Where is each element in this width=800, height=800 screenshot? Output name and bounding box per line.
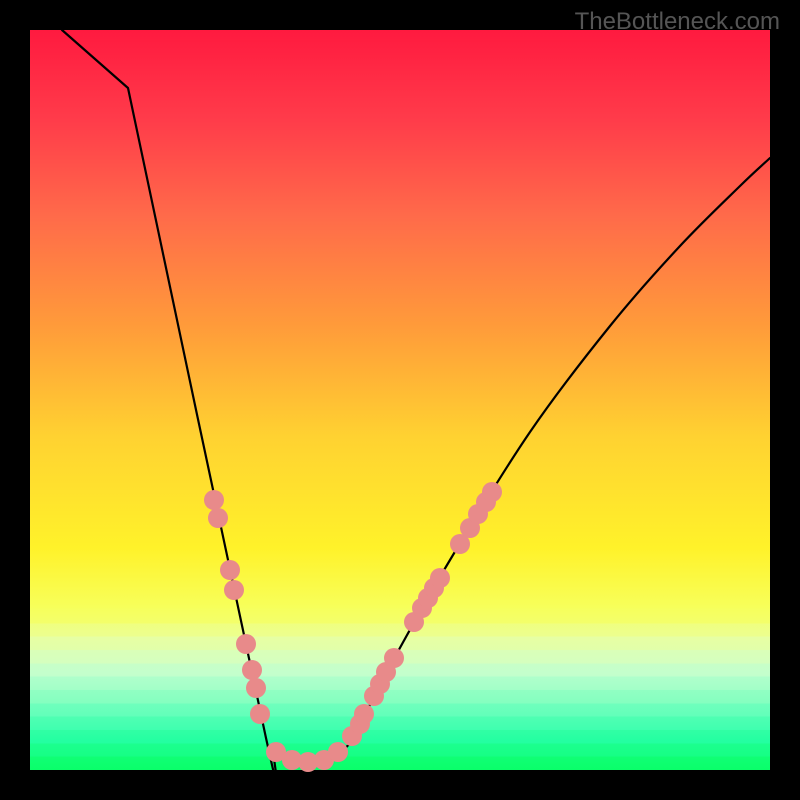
data-bead bbox=[225, 581, 243, 599]
data-bead bbox=[209, 509, 227, 527]
bottleneck-curve-path bbox=[62, 30, 770, 789]
data-bead bbox=[237, 635, 255, 653]
watermark-text: TheBottleneck.com bbox=[575, 8, 780, 36]
plot-area bbox=[30, 30, 770, 770]
data-bead bbox=[355, 705, 373, 723]
data-bead bbox=[205, 491, 223, 509]
data-bead bbox=[251, 705, 269, 723]
data-bead bbox=[483, 483, 501, 501]
data-bead bbox=[221, 561, 239, 579]
data-bead bbox=[243, 661, 261, 679]
data-bead bbox=[329, 743, 347, 761]
data-bead bbox=[451, 535, 469, 553]
data-bead bbox=[247, 679, 265, 697]
data-bead bbox=[385, 649, 403, 667]
data-bead bbox=[431, 569, 449, 587]
canvas-root: TheBottleneck.com bbox=[0, 0, 800, 800]
